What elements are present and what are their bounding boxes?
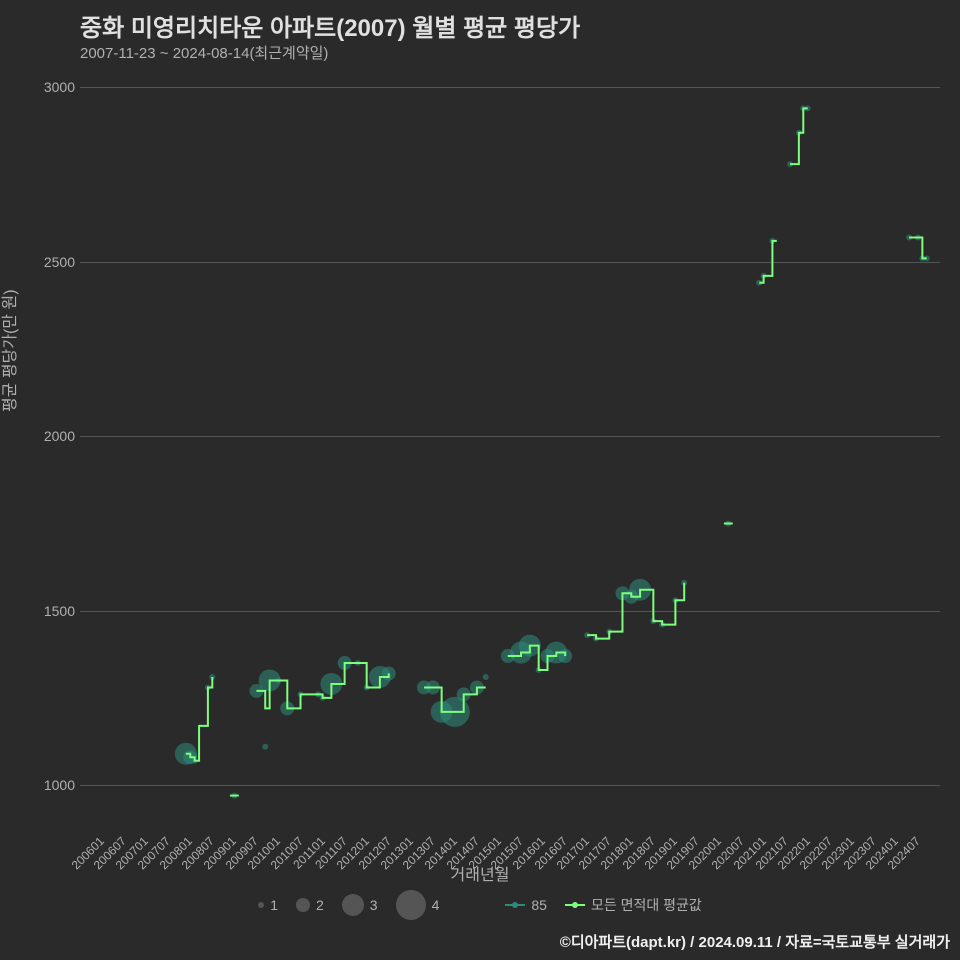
legend-series-85: 85	[505, 897, 547, 913]
legend-size-label: 2	[316, 897, 324, 913]
legend-series-label: 모든 면적대 평균값	[591, 895, 702, 915]
legend-series-label: 85	[531, 897, 547, 913]
legend-circle-icon	[258, 902, 264, 908]
avg-line	[790, 108, 808, 164]
plot-area	[0, 0, 960, 960]
legend: 1 2 3 4 85 모든 면적대 평균값	[0, 890, 960, 920]
legend-series-avg: 모든 면적대 평균값	[565, 895, 702, 915]
legend-circle-icon	[342, 894, 364, 916]
legend-size-label: 4	[432, 897, 440, 913]
legend-line-icon	[565, 904, 585, 906]
legend-size-2: 2	[296, 897, 324, 913]
legend-size-3: 3	[342, 894, 378, 916]
legend-line-icon	[505, 904, 525, 906]
scatter-point	[262, 744, 268, 750]
legend-size-label: 3	[370, 897, 378, 913]
chart-container: 중화 미영리치타운 아파트(2007) 월별 평균 평당가 2007-11-23…	[0, 0, 960, 960]
legend-size-1: 1	[258, 897, 278, 913]
scatter-point	[483, 674, 489, 680]
legend-size-label: 1	[270, 897, 278, 913]
avg-line	[909, 237, 927, 258]
credit-text: ©디아파트(dapt.kr) / 2024.09.11 / 자료=국토교통부 실…	[560, 931, 950, 952]
legend-circle-icon	[396, 890, 426, 920]
legend-circle-icon	[296, 898, 310, 912]
legend-size-4: 4	[396, 890, 440, 920]
